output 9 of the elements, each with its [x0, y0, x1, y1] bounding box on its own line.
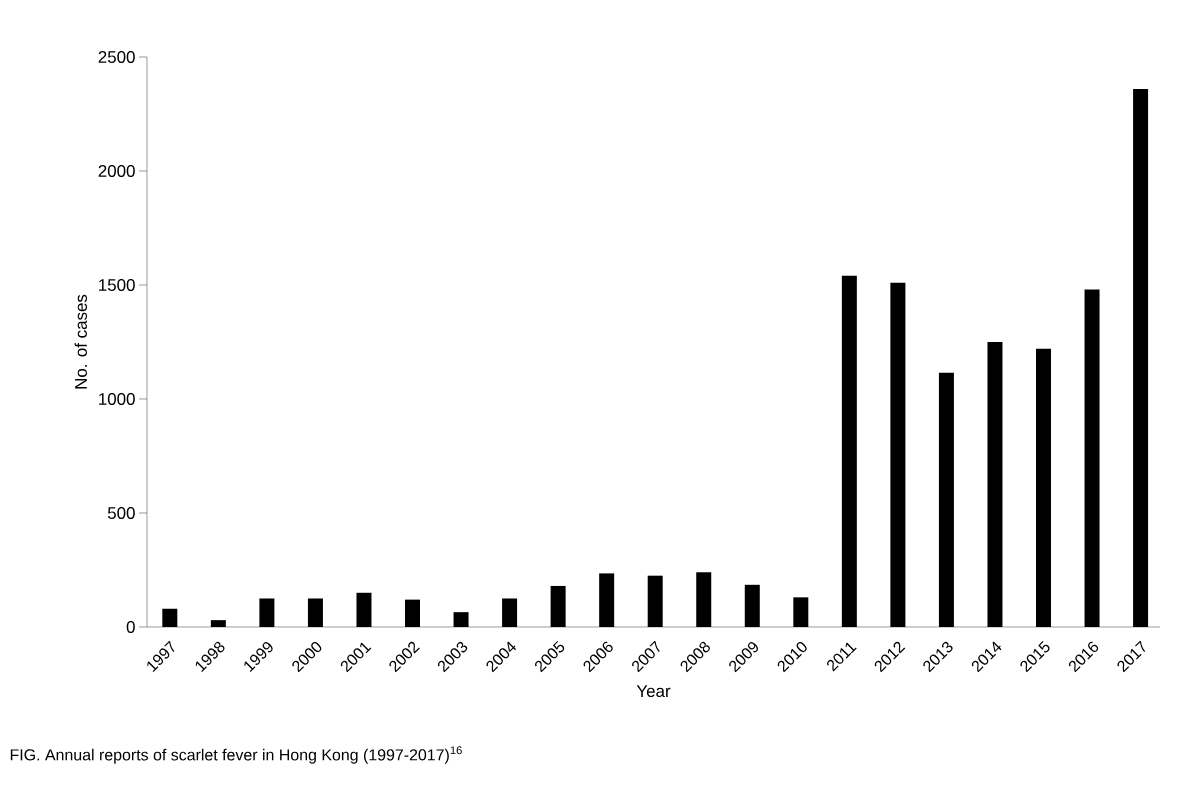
text: FIG. Annual reports of scarlet fever in Hong Kong (1997-2017)$^{16}$ — [10, 746, 462, 764]
y-tick-label: 1000 — [99, 392, 135, 405]
y-tick-label: 1500 — [99, 278, 135, 291]
x-axis-title: Year — [636, 685, 671, 698]
y-tick-label: 0 — [126, 620, 135, 633]
y-tick-label: 500 — [107, 506, 135, 519]
y-tick-label: 2500 — [98, 50, 135, 63]
y-tick-label: 2000 — [98, 164, 135, 177]
y-axis-title: No. of cases — [74, 294, 87, 389]
